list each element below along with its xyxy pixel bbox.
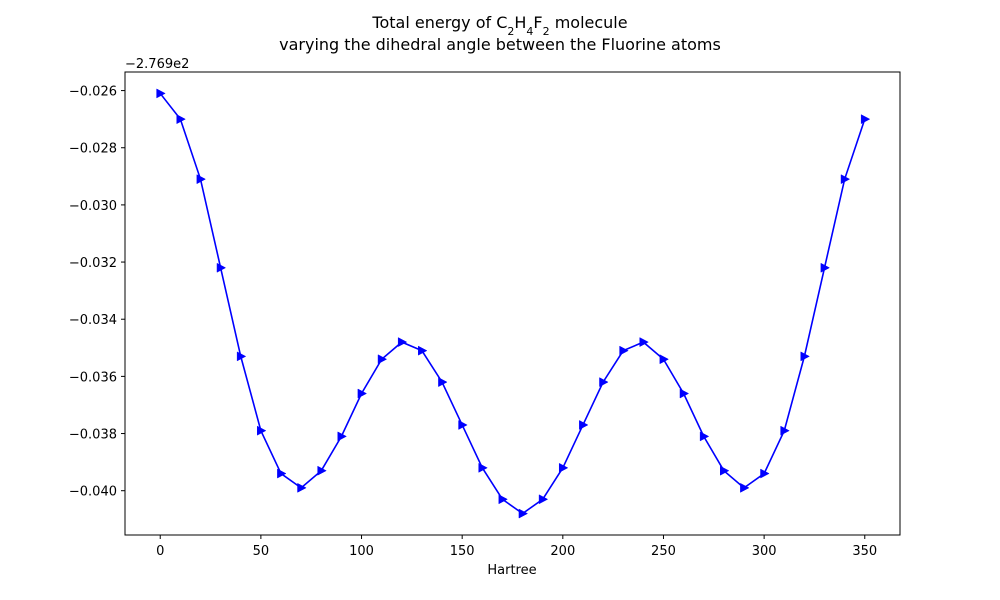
y-tick-label: −0.028: [69, 142, 117, 157]
x-tick-label: 0: [156, 544, 164, 559]
data-point-marker: [800, 351, 810, 362]
data-point-marker: [679, 388, 690, 399]
data-point-marker: [740, 482, 750, 493]
data-point-marker: [619, 345, 629, 356]
data-point-marker: [840, 174, 851, 185]
data-point-marker: [639, 337, 649, 347]
data-point-marker: [196, 174, 206, 185]
data-point-marker: [277, 468, 287, 479]
data-point-marker: [579, 420, 589, 430]
title-sub-2: 4: [526, 25, 533, 38]
data-point-marker: [236, 351, 247, 362]
x-tick-label: 200: [550, 544, 575, 559]
title-sub-1: 2: [507, 25, 514, 38]
y-tick-label: −0.030: [69, 199, 117, 214]
data-point-marker: [458, 420, 468, 430]
y-tick-label: −0.036: [69, 370, 117, 385]
x-tick-label: 150: [450, 544, 475, 559]
title-sub-3: 2: [543, 25, 550, 38]
data-point-marker: [599, 377, 609, 388]
x-axis-ticks: 0 50 100 150 200 250 300 350: [156, 535, 877, 559]
y-tick-label: −0.032: [69, 256, 117, 271]
title-mid-1: H: [514, 13, 526, 32]
y-axis-ticks: −0.026 −0.028 −0.030 −0.032 −0.034 −0.036 −0.0…: [69, 85, 125, 500]
x-tick-label: 350: [852, 544, 877, 559]
data-point-marker: [377, 354, 388, 365]
data-point-marker: [498, 494, 508, 505]
data-point-marker: [176, 114, 186, 125]
data-point-marker: [538, 494, 549, 505]
x-axis-label: Hartree: [487, 563, 536, 578]
data-point-marker: [760, 468, 770, 479]
data-point-marker: [257, 425, 267, 436]
chart-title-line-1: Total energy of C2H4F2 molecule: [371, 13, 627, 38]
data-point-marker: [780, 425, 790, 436]
chart-title-line-2: varying the dihedral angle between the F…: [279, 35, 721, 54]
data-point-marker: [720, 465, 730, 476]
series-line: [159, 92, 866, 515]
plot-area-frame: [124, 71, 901, 536]
data-point-marker: [297, 482, 307, 493]
data-point-marker: [438, 377, 448, 388]
data-point-marker: [860, 114, 871, 125]
data-point-marker: [558, 462, 569, 473]
title-prefix: Total energy of C: [371, 13, 507, 32]
data-point-marker: [518, 508, 529, 519]
data-point-marker: [156, 88, 166, 99]
y-axis-offset-label: −2.769e2: [125, 57, 189, 72]
y-tick-label: −0.038: [69, 428, 117, 443]
data-point-marker: [820, 262, 830, 273]
data-point-marker: [659, 354, 669, 365]
series-energy: [156, 88, 871, 519]
x-tick-label: 50: [253, 544, 270, 559]
title-mid-2: F: [533, 13, 542, 32]
data-point-marker: [357, 388, 368, 399]
y-tick-label: −0.026: [69, 85, 117, 100]
y-tick-label: −0.034: [69, 313, 117, 328]
data-point-marker: [478, 462, 488, 473]
x-tick-label: 100: [349, 544, 374, 559]
data-point-marker: [418, 345, 428, 356]
x-tick-label: 300: [752, 544, 777, 559]
data-point-marker: [317, 465, 327, 476]
data-point-marker: [216, 262, 227, 273]
y-tick-label: −0.040: [69, 485, 117, 500]
title-suffix: molecule: [550, 13, 628, 32]
x-tick-label: 250: [651, 544, 676, 559]
data-point-marker: [397, 337, 408, 347]
data-point-marker: [337, 431, 347, 442]
data-point-marker: [699, 431, 710, 442]
